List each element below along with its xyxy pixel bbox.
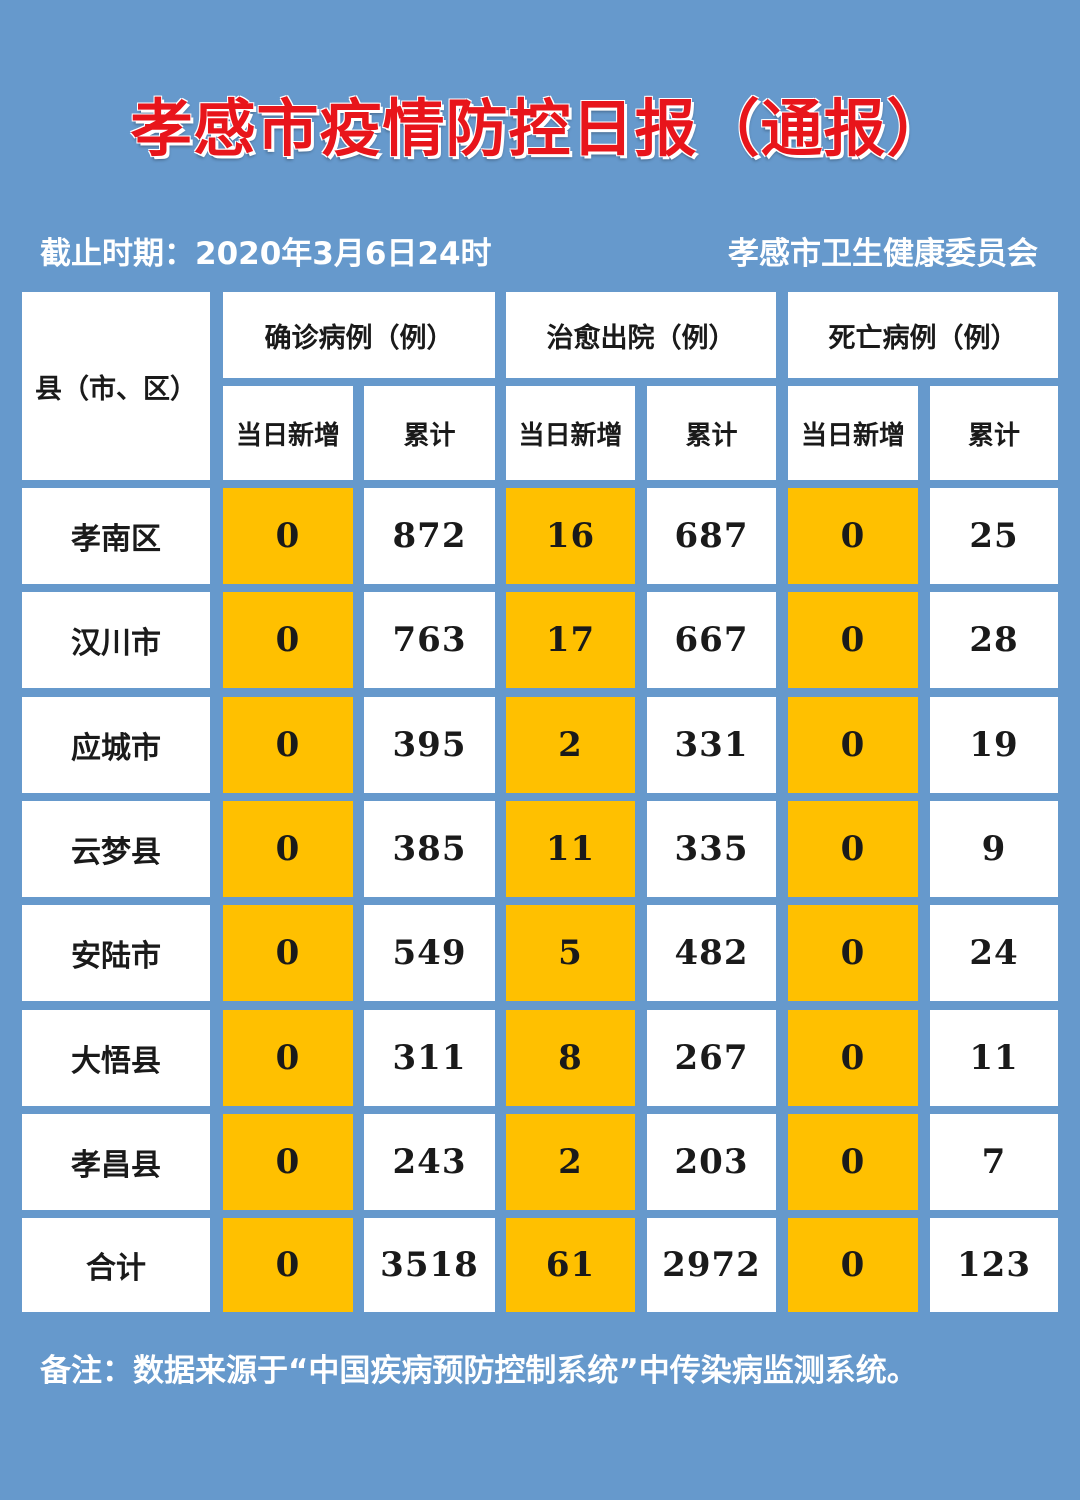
cell-confirmed-new: 0: [223, 697, 353, 793]
cell-cured-total: 667: [647, 592, 776, 688]
cell-confirmed-total: 3518: [364, 1218, 495, 1312]
cell-deaths-total: 24: [930, 905, 1058, 1001]
cell-cured-total: 335: [647, 801, 776, 897]
subheader-deaths-new: 当日新增: [788, 386, 918, 480]
subheader-deaths-total: 累计: [930, 386, 1058, 480]
region-name: 云梦县: [22, 801, 210, 897]
cell-cured-new: 17: [506, 592, 635, 688]
cell-deaths-new: 0: [788, 1114, 918, 1210]
cell-deaths-new: 0: [788, 1218, 918, 1312]
region-name: 孝昌县: [22, 1114, 210, 1210]
cell-confirmed-new: 0: [223, 1218, 353, 1312]
source-note: 备注：数据来源于“中国疾病预防控制系统”中传染病监测系统。: [40, 1353, 918, 1389]
cell-deaths-total: 9: [930, 801, 1058, 897]
cell-deaths-total: 19: [930, 697, 1058, 793]
cell-confirmed-new: 0: [223, 801, 353, 897]
cell-confirmed-new: 0: [223, 488, 353, 584]
cell-cured-new: 11: [506, 801, 635, 897]
cell-deaths-new: 0: [788, 905, 918, 1001]
subheader-cured-total: 累计: [647, 386, 776, 480]
region-name: 安陆市: [22, 905, 210, 1001]
cell-confirmed-total: 385: [364, 801, 495, 897]
region-name: 汉川市: [22, 592, 210, 688]
page-title: 孝感市疫情防控日报（通报）: [130, 92, 950, 165]
cell-confirmed-total: 763: [364, 592, 495, 688]
cell-cured-total: 267: [647, 1010, 776, 1106]
region-name: 大悟县: [22, 1010, 210, 1106]
cell-cured-new: 8: [506, 1010, 635, 1106]
cell-confirmed-total: 872: [364, 488, 495, 584]
cell-deaths-total: 7: [930, 1114, 1058, 1210]
region-name: 孝南区: [22, 488, 210, 584]
cutoff-time: 截止时期：2020年3月6日24时: [40, 236, 492, 272]
region-name: 应城市: [22, 697, 210, 793]
cell-cured-new: 16: [506, 488, 635, 584]
cell-cured-total: 2972: [647, 1218, 776, 1312]
cell-deaths-total: 28: [930, 592, 1058, 688]
subheader-cured-new: 当日新增: [506, 386, 635, 480]
issuer: 孝感市卫生健康委员会: [728, 236, 1038, 272]
cell-cured-total: 331: [647, 697, 776, 793]
group-header-confirmed: 确诊病例（例）: [223, 292, 495, 378]
data-table: 县（市、区） 确诊病例（例） 治愈出院（例） 死亡病例（例） 当日新增 累计 当…: [20, 290, 1060, 1316]
cell-confirmed-total: 395: [364, 697, 495, 793]
cell-confirmed-total: 311: [364, 1010, 495, 1106]
cell-confirmed-new: 0: [223, 592, 353, 688]
cell-confirmed-total: 243: [364, 1114, 495, 1210]
cell-confirmed-total: 549: [364, 905, 495, 1001]
cell-cured-new: 5: [506, 905, 635, 1001]
subheader-confirmed-total: 累计: [364, 386, 495, 480]
cell-confirmed-new: 0: [223, 1114, 353, 1210]
cell-confirmed-new: 0: [223, 1010, 353, 1106]
group-header-cured: 治愈出院（例）: [506, 292, 776, 378]
cell-cured-total: 687: [647, 488, 776, 584]
cell-deaths-new: 0: [788, 697, 918, 793]
cell-deaths-total: 25: [930, 488, 1058, 584]
cell-cured-total: 203: [647, 1114, 776, 1210]
cell-cured-new: 61: [506, 1218, 635, 1312]
cell-deaths-new: 0: [788, 488, 918, 584]
cell-cured-new: 2: [506, 1114, 635, 1210]
cell-cured-total: 482: [647, 905, 776, 1001]
cell-deaths-new: 0: [788, 592, 918, 688]
cell-cured-new: 2: [506, 697, 635, 793]
region-name: 合计: [22, 1218, 210, 1312]
cell-deaths-total: 11: [930, 1010, 1058, 1106]
subheader-confirmed-new: 当日新增: [223, 386, 353, 480]
cell-confirmed-new: 0: [223, 905, 353, 1001]
region-header: 县（市、区）: [22, 292, 210, 480]
group-header-deaths: 死亡病例（例）: [788, 292, 1058, 378]
cell-deaths-new: 0: [788, 1010, 918, 1106]
cell-deaths-total: 123: [930, 1218, 1058, 1312]
cell-deaths-new: 0: [788, 801, 918, 897]
